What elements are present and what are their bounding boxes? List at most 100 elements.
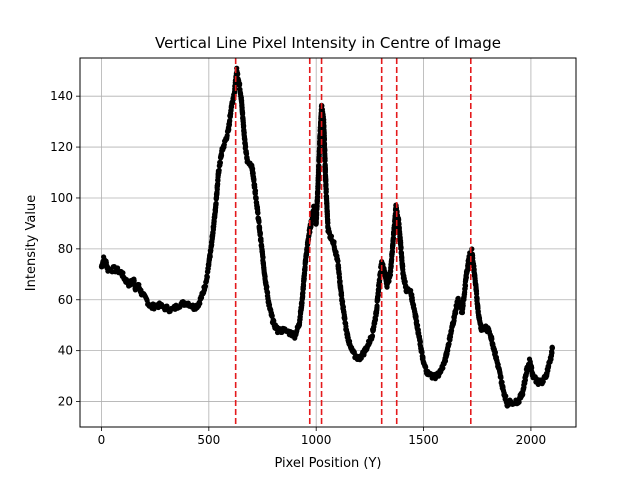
intensity-point xyxy=(227,117,233,124)
intensity-point xyxy=(474,295,480,302)
x-tick-label: 500 xyxy=(197,433,220,447)
intensity-point xyxy=(256,219,262,225)
intensity-point xyxy=(516,399,522,405)
chart-title: Vertical Line Pixel Intensity in Centre … xyxy=(155,34,501,52)
axis-ticks: 0 500 1000 1500 2000 20 40 60 80 100 120 140 xyxy=(50,89,546,447)
intensity-point xyxy=(369,333,376,339)
intensity-point xyxy=(549,345,555,351)
intensity-point xyxy=(314,212,320,218)
intensity-point xyxy=(322,167,329,173)
intensity-point xyxy=(131,278,137,284)
intensity-point xyxy=(217,160,223,166)
intensity-point xyxy=(375,297,381,303)
intensity-point xyxy=(475,308,481,314)
intensity-point xyxy=(257,231,263,237)
intensity-point xyxy=(463,274,469,281)
intensity-point xyxy=(260,254,266,260)
intensity-point xyxy=(413,314,419,320)
x-tick-label: 2000 xyxy=(516,433,547,447)
intensity-point xyxy=(372,316,379,322)
intensity-point xyxy=(321,123,327,129)
intensity-point xyxy=(471,266,477,273)
intensity-point xyxy=(374,303,380,309)
intensity-point xyxy=(255,210,261,216)
intensity-point xyxy=(414,322,421,328)
intensity-point xyxy=(398,240,404,246)
intensity-point xyxy=(279,329,285,336)
intensity-point xyxy=(269,313,275,319)
intensity-point xyxy=(299,300,305,306)
intensity-point xyxy=(241,123,247,129)
intensity-point xyxy=(114,265,121,271)
intensity-point xyxy=(398,245,404,251)
intensity-point xyxy=(322,157,328,164)
plot-area-background xyxy=(80,58,576,427)
intensity-point xyxy=(264,284,270,290)
y-tick-label: 100 xyxy=(50,191,73,205)
y-tick-label: 140 xyxy=(50,89,73,103)
y-tick-label: 20 xyxy=(58,395,73,409)
intensity-point xyxy=(325,220,331,226)
intensity-point xyxy=(120,270,126,276)
intensity-point xyxy=(446,341,452,347)
x-tick-label: 1000 xyxy=(301,433,332,447)
intensity-point xyxy=(335,258,341,264)
intensity-point xyxy=(492,349,499,355)
intensity-point xyxy=(315,181,321,187)
intensity-points xyxy=(98,65,555,409)
intensity-point xyxy=(253,195,259,202)
intensity-point xyxy=(402,279,408,285)
x-tick-label: 0 xyxy=(98,433,106,447)
intensity-point xyxy=(213,200,219,206)
intensity-point xyxy=(303,258,309,265)
intensity-point xyxy=(257,225,263,231)
intensity-point xyxy=(442,358,449,364)
intensity-point xyxy=(323,188,329,195)
intensity-point xyxy=(337,278,343,284)
intensity-point xyxy=(489,336,495,342)
intensity-point xyxy=(315,171,322,177)
intensity-point xyxy=(323,177,329,184)
y-tick-label: 60 xyxy=(58,293,73,307)
x-axis-label: Pixel Position (Y) xyxy=(274,456,381,471)
intensity-point xyxy=(211,218,217,225)
intensity-point xyxy=(498,375,504,381)
intensity-point xyxy=(218,152,225,158)
intensity-point xyxy=(342,315,348,321)
intensity-point xyxy=(316,163,322,170)
intensity-point xyxy=(240,110,246,116)
x-tick-label: 1500 xyxy=(408,433,439,447)
intensity-point xyxy=(499,379,505,385)
intensity-point xyxy=(197,300,203,307)
intensity-point xyxy=(331,239,337,245)
intensity-point xyxy=(419,349,425,356)
plot-frame xyxy=(79,57,577,428)
intensity-point xyxy=(300,283,307,289)
y-tick-label: 120 xyxy=(50,140,73,154)
intensity-point xyxy=(323,182,329,188)
intensity-point xyxy=(204,274,210,280)
intensity-point xyxy=(237,81,243,87)
intensity-point xyxy=(321,141,328,147)
intensity-point xyxy=(304,246,310,253)
y-tick-label: 80 xyxy=(58,242,73,256)
intensity-point xyxy=(224,132,230,139)
y-axis-label: Intensity Value xyxy=(24,195,39,291)
peak-marker-lines xyxy=(234,58,472,427)
intensity-point xyxy=(417,339,423,345)
intensity-point xyxy=(414,318,420,324)
intensity-point xyxy=(262,273,268,280)
intensity-point xyxy=(460,303,466,309)
intensity-point xyxy=(243,144,249,150)
intensity-point xyxy=(391,231,397,237)
y-tick-label: 40 xyxy=(58,344,73,358)
intensity-point xyxy=(462,283,469,289)
intensity-point xyxy=(328,233,335,239)
intensity-point xyxy=(202,283,209,289)
intensity-point xyxy=(522,377,528,383)
intensity-point xyxy=(271,318,277,324)
intensity-point xyxy=(216,167,222,173)
intensity-point xyxy=(440,365,446,371)
intensity-point xyxy=(503,393,509,399)
